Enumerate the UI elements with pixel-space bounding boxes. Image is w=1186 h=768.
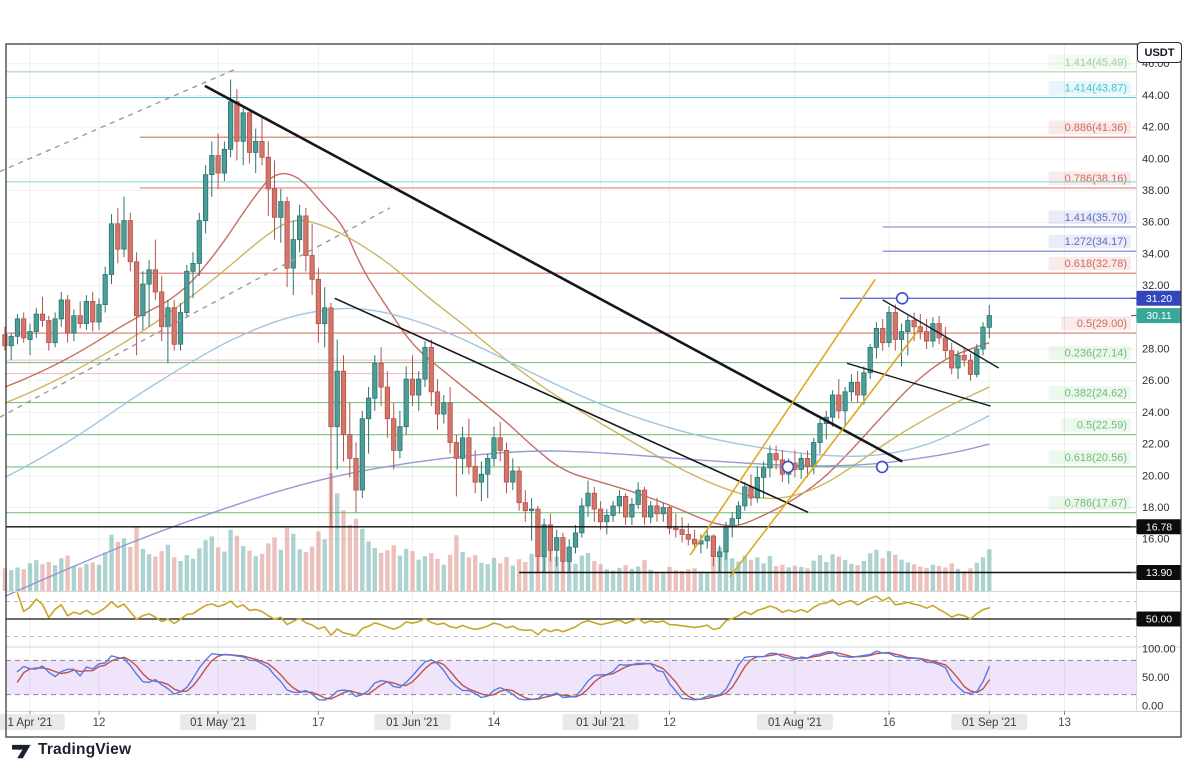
svg-text:01 Aug '21: 01 Aug '21 — [768, 717, 822, 729]
tradingview-logo[interactable]: TradingView — [12, 741, 131, 759]
svg-text:0.5(22.59): 0.5(22.59) — [1077, 420, 1127, 432]
svg-text:0.618(32.78): 0.618(32.78) — [1065, 258, 1127, 270]
anchor-markers — [781, 291, 909, 474]
svg-text:1.414(45.49): 1.414(45.49) — [1065, 57, 1127, 69]
svg-text:50.00: 50.00 — [1142, 672, 1170, 684]
svg-text:30.11: 30.11 — [1146, 310, 1172, 322]
svg-text:0.786(38.16): 0.786(38.16) — [1065, 173, 1127, 185]
trendlines — [0, 67, 1000, 578]
svg-text:18.00: 18.00 — [1142, 502, 1170, 514]
svg-text:0.382(24.62): 0.382(24.62) — [1065, 388, 1127, 400]
horizontal-rays — [6, 297, 1136, 574]
svg-text:13.90: 13.90 — [1146, 567, 1172, 579]
svg-text:1.414(43.87): 1.414(43.87) — [1065, 83, 1127, 95]
svg-text:13: 13 — [1058, 717, 1071, 729]
pink-level-segments — [4, 359, 432, 375]
svg-text:0.618(20.56): 0.618(20.56) — [1065, 452, 1127, 464]
svg-text:20.00: 20.00 — [1142, 470, 1170, 482]
svg-text:0.00: 0.00 — [1142, 701, 1163, 713]
svg-text:31.20: 31.20 — [1146, 293, 1172, 305]
volume-bars — [2, 473, 992, 591]
svg-text:01 Sep '21: 01 Sep '21 — [962, 717, 1017, 729]
svg-text:12: 12 — [663, 717, 676, 729]
svg-text:42.00: 42.00 — [1142, 122, 1170, 134]
svg-text:34.00: 34.00 — [1142, 248, 1170, 260]
moving-averages — [4, 172, 990, 597]
svg-text:01 Jun '21: 01 Jun '21 — [386, 717, 439, 729]
svg-text:1 Apr '21: 1 Apr '21 — [7, 717, 52, 729]
svg-text:0.786(17.67): 0.786(17.67) — [1065, 498, 1127, 510]
tradingview-logo-text: TradingView — [38, 741, 132, 758]
gridlines — [6, 44, 1136, 711]
pane-separators — [6, 44, 1181, 712]
chart-frame — [5, 43, 1182, 738]
svg-text:50.00: 50.00 — [1146, 614, 1172, 626]
price-axis[interactable]: 46.0044.0042.0040.0038.0036.0034.0032.00… — [1142, 58, 1176, 712]
svg-text:16.78: 16.78 — [1146, 521, 1172, 533]
stochastic-pane — [6, 650, 1136, 701]
currency-usdt-button[interactable]: USDT — [1137, 42, 1182, 63]
svg-text:38.00: 38.00 — [1142, 185, 1170, 197]
svg-text:28.00: 28.00 — [1142, 344, 1170, 356]
svg-text:22.00: 22.00 — [1142, 439, 1170, 451]
svg-text:01 Jul '21: 01 Jul '21 — [576, 717, 625, 729]
fib-levels: 1.414(45.49) 1.414(43.87) 0.886(41.36) 0.78… — [6, 55, 1136, 514]
svg-text:24.00: 24.00 — [1142, 407, 1170, 419]
svg-text:14: 14 — [488, 717, 501, 729]
svg-text:17: 17 — [312, 717, 325, 729]
svg-text:100.00: 100.00 — [1142, 644, 1176, 656]
time-axis[interactable]: 1 Apr '21 12 01 May '21 17 01 Jun '21 14 01 Ju… — [0, 711, 1071, 730]
svg-text:0.886(41.36): 0.886(41.36) — [1065, 122, 1127, 134]
svg-text:0.236(27.14): 0.236(27.14) — [1065, 348, 1127, 360]
svg-text:36.00: 36.00 — [1142, 217, 1170, 229]
svg-text:12: 12 — [93, 717, 106, 729]
tradingview-glyph-icon — [12, 744, 31, 758]
candlestick-layer — [2, 79, 992, 573]
svg-text:16.00: 16.00 — [1142, 534, 1170, 546]
svg-text:44.00: 44.00 — [1142, 90, 1170, 102]
svg-text:40.00: 40.00 — [1142, 153, 1170, 165]
rsi-pane — [6, 592, 1136, 637]
svg-text:0.5(29.00): 0.5(29.00) — [1077, 318, 1127, 330]
svg-text:16: 16 — [883, 717, 896, 729]
svg-text:1.414(35.70): 1.414(35.70) — [1065, 212, 1127, 224]
svg-text:32.00: 32.00 — [1142, 280, 1170, 292]
svg-text:01 May '21: 01 May '21 — [190, 717, 246, 729]
svg-text:1.272(34.17): 1.272(34.17) — [1065, 236, 1127, 248]
price-badges: 16.78 13.90 31.20 30.11 50.00 — [1131, 290, 1182, 627]
svg-text:26.00: 26.00 — [1142, 375, 1170, 387]
